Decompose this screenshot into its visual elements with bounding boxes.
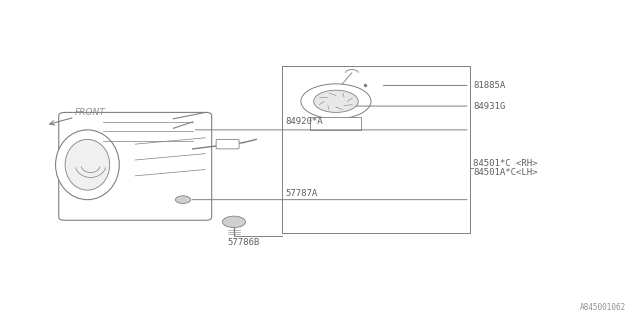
Text: A845001062: A845001062 [580, 303, 626, 312]
Circle shape [175, 196, 191, 204]
Bar [310, 117, 362, 130]
Text: 57786B: 57786B [228, 238, 260, 247]
Circle shape [223, 216, 246, 228]
Text: 84931G: 84931G [473, 101, 505, 111]
Text: 84501A*C<LH>: 84501A*C<LH> [473, 168, 538, 177]
Circle shape [314, 90, 358, 112]
Circle shape [301, 84, 371, 119]
Ellipse shape [65, 140, 109, 190]
Text: 84501*C <RH>: 84501*C <RH> [473, 159, 538, 168]
Text: 81885A: 81885A [473, 81, 505, 90]
Text: FRONT: FRONT [75, 108, 106, 117]
FancyBboxPatch shape [59, 112, 212, 220]
FancyBboxPatch shape [216, 140, 239, 149]
Text: 57787A: 57787A [285, 189, 317, 198]
Text: 84920*A: 84920*A [285, 117, 323, 126]
Ellipse shape [56, 130, 119, 200]
